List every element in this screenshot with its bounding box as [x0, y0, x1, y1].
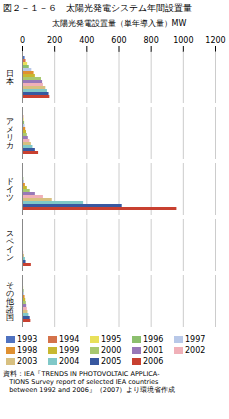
svg-text:1000: 1000: [173, 36, 193, 45]
html-text:1995: 1995: [101, 335, 122, 344]
html-text:2000: 2000: [101, 346, 122, 355]
html-text:2006: 2006: [143, 357, 164, 366]
html-text:2003: 2003: [17, 357, 38, 366]
svg-text:アメリカ: アメリカ: [6, 117, 14, 150]
svg-text:800: 800: [144, 36, 159, 45]
html-text:1993: 1993: [17, 335, 38, 344]
svg-text:太陽光発電設置量（単年導入量）MW: 太陽光発電設置量（単年導入量）MW: [52, 19, 187, 28]
html-text:2005: 2005: [101, 357, 122, 366]
svg-text:その他諸国: その他諸国: [6, 281, 14, 322]
svg-text:1200: 1200: [205, 36, 225, 45]
svg-text:400: 400: [79, 36, 94, 45]
html-text:1998: 1998: [17, 346, 38, 355]
html-text:1997: 1997: [185, 335, 206, 344]
svg-text:スペイン: スペイン: [6, 229, 14, 262]
svg-text:日本: 日本: [6, 69, 14, 86]
svg-text:0: 0: [20, 36, 25, 45]
html-text:1994: 1994: [59, 335, 80, 344]
svg-text:ドイツ: ドイツ: [6, 177, 14, 202]
svg-text:600: 600: [111, 36, 126, 45]
html-text:1996: 1996: [143, 335, 164, 344]
html-text:2001: 2001: [143, 346, 164, 355]
html-text:2002: 2002: [185, 346, 206, 355]
html-text:1999: 1999: [59, 346, 80, 355]
svg-text:200: 200: [47, 36, 62, 45]
html-text:2004: 2004: [59, 357, 80, 366]
html-text:資料：IEA『TRENDS IN PHOTOVOLTAIC: 資料：IEA『TRENDS IN PHOTOVOLTAIC APPLICA- T…: [3, 370, 176, 394]
html-text:図２－１－６ 太陽光発電システム年間設置量: 図２－１－６ 太陽光発電システム年間設置量: [3, 3, 192, 13]
